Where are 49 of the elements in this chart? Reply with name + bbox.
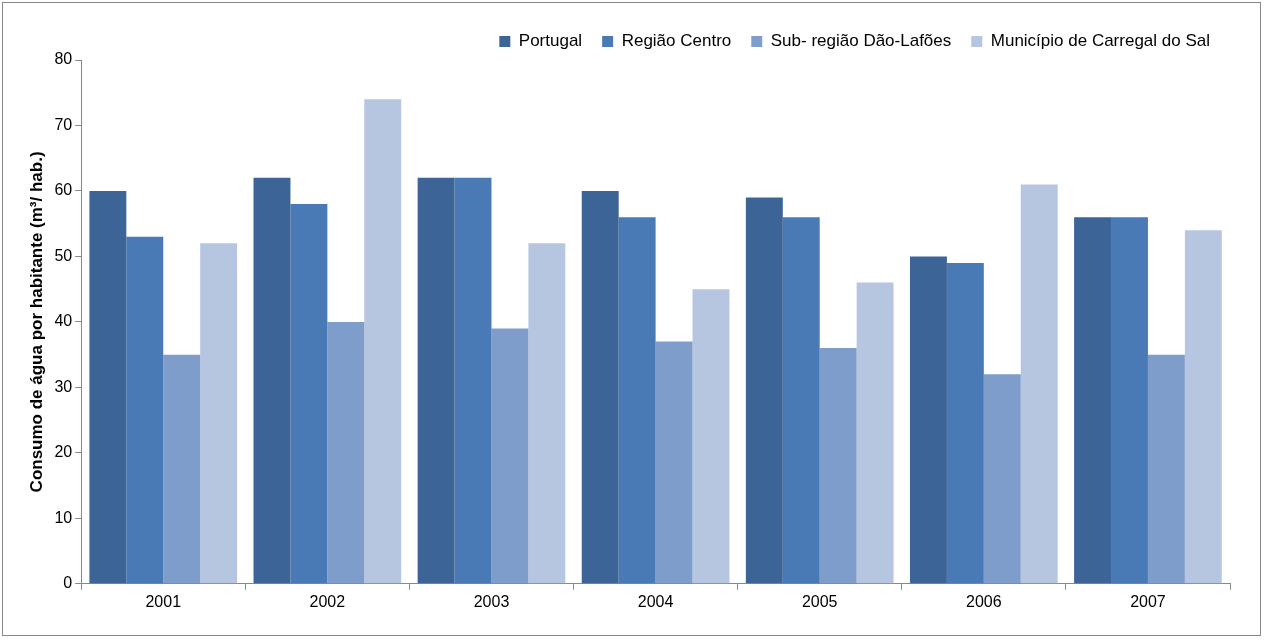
bar: [454, 177, 492, 584]
bar: [819, 348, 857, 584]
x-tick-label: 2001: [145, 592, 182, 610]
bar: [327, 321, 365, 584]
bar: [200, 243, 238, 584]
x-tick-label: 2002: [309, 592, 346, 610]
y-tick-label: 70: [54, 115, 73, 133]
bar: [417, 177, 455, 584]
bar: [126, 236, 164, 584]
bar: [163, 354, 201, 584]
bar: [491, 328, 529, 584]
bar: [290, 204, 328, 584]
bar: [89, 190, 127, 584]
y-tick-label: 0: [63, 574, 73, 592]
y-tick-label: 10: [54, 508, 73, 526]
bar: [618, 217, 656, 584]
y-tick-label: 20: [54, 443, 73, 461]
legend-label: Região Centro: [621, 31, 732, 51]
x-tick-label: 2003: [473, 592, 510, 610]
bar: [946, 262, 984, 584]
bar: [655, 341, 693, 584]
x-tick-label: 2007: [1130, 592, 1166, 610]
x-tick-label: 2005: [801, 592, 838, 610]
legend-label: Portugal: [518, 31, 583, 51]
bar: [983, 374, 1021, 584]
bar: [909, 256, 947, 584]
bar: [1074, 217, 1112, 584]
y-tick-label: 60: [54, 181, 73, 199]
bar: [856, 282, 894, 584]
bar: [782, 217, 820, 584]
bar: [528, 243, 566, 584]
bar: [1184, 230, 1222, 584]
bar: [1020, 184, 1058, 584]
y-tick-label: 40: [54, 312, 73, 330]
bar: [1111, 217, 1148, 584]
bar: [692, 289, 730, 584]
bar: [364, 99, 402, 584]
bar: [581, 190, 619, 584]
x-tick-label: 2004: [637, 592, 674, 610]
y-axis-title: Consumo de água por habitante (m³/ hab.): [26, 151, 46, 493]
y-tick-label: 50: [54, 246, 73, 264]
legend-label: Município de Carregal do Sal: [990, 31, 1210, 51]
x-tick-label: 2006: [966, 592, 1002, 610]
bar: [253, 177, 291, 584]
y-tick-label: 30: [54, 377, 73, 395]
bar: [745, 197, 783, 584]
y-tick-label: 80: [54, 50, 73, 68]
legend-label: Sub- região Dão-Lafões: [770, 31, 952, 51]
bar: [1147, 354, 1185, 584]
